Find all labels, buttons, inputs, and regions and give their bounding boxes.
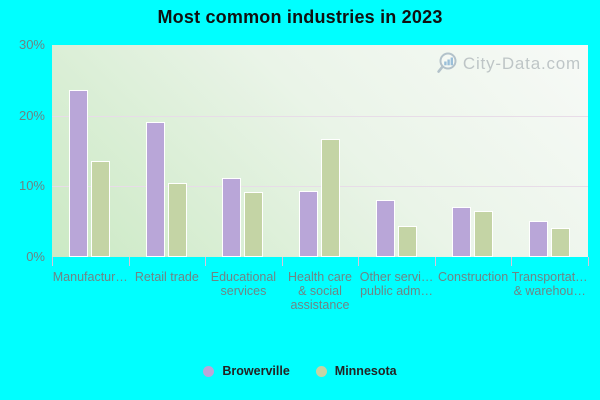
- gridline-10pct: [52, 186, 588, 188]
- x-axis-label-line: Transportat…: [511, 270, 588, 284]
- bar-browerville-4: [375, 200, 395, 257]
- legend-label: Minnesota: [334, 364, 397, 378]
- plot-area: City-Data.com: [52, 45, 588, 257]
- y-axis-label-30pct: 30%: [18, 37, 45, 52]
- chart-title: Most common industries in 2023: [157, 7, 443, 27]
- city-data-logo-icon: [437, 52, 457, 73]
- bar-minnesota-0: [91, 161, 111, 257]
- bar-minnesota-3: [321, 138, 340, 257]
- x-axis-tick-5: [435, 257, 436, 266]
- x-axis-label-line: Retail trade: [134, 270, 199, 284]
- x-axis-label-line: public adm…: [360, 284, 434, 298]
- bar-browerville-6: [528, 220, 548, 257]
- x-axis-label-2: Educational services: [195, 270, 292, 298]
- legend-dot-icon: [203, 365, 215, 377]
- y-axis-label-20pct: 20%: [18, 107, 45, 123]
- x-axis-label-0: Manufactur…: [42, 270, 139, 284]
- legend: Browerville Minnesota: [0, 364, 600, 378]
- x-axis-tick-7: [588, 257, 589, 266]
- x-axis-label-line: & social: [298, 284, 342, 298]
- x-axis-label-line: & warehou…: [513, 284, 586, 298]
- x-axis-label-4: Other servi… public adm…: [348, 270, 445, 298]
- x-axis-label-1: Retail trade: [119, 270, 216, 284]
- x-axis-tick-0: [52, 257, 53, 266]
- legend-label: Browerville: [222, 364, 290, 378]
- x-axis-tick-1: [129, 257, 130, 266]
- gridline-20pct: [52, 115, 588, 117]
- bar-minnesota-2: [244, 191, 264, 257]
- y-axis-label-10pct: 10%: [18, 178, 45, 194]
- bar-browerville-2: [222, 178, 242, 257]
- legend-dot-icon: [315, 365, 327, 377]
- x-axis-label-3: Health care & social assistance: [272, 270, 369, 312]
- bar-minnesota-5: [474, 210, 494, 257]
- legend-item-minnesota: Minnesota: [315, 364, 397, 378]
- bar-browerville-3: [299, 191, 318, 257]
- x-axis-label-5: Construction: [425, 270, 522, 284]
- bar-browerville-5: [452, 206, 472, 257]
- legend-item-browerville: Browerville: [203, 364, 290, 378]
- x-axis-label-line: Other servi…: [359, 270, 434, 284]
- bar-minnesota-6: [550, 228, 570, 257]
- x-axis-tick-2: [205, 257, 206, 266]
- x-axis-label-line: Construction: [438, 270, 509, 284]
- x-axis-tick-6: [511, 257, 512, 266]
- bar-minnesota-1: [167, 182, 187, 257]
- bar-minnesota-4: [397, 225, 417, 257]
- x-axis-label-6: Transportat… & warehou…: [501, 270, 598, 298]
- watermark-text: City-Data.com: [462, 53, 581, 73]
- bar-browerville-0: [69, 89, 89, 257]
- x-axis-tick-4: [358, 257, 359, 266]
- x-axis-label-line: Health care: [288, 270, 352, 284]
- x-axis-tick-3: [282, 257, 283, 266]
- watermark: City-Data.com: [436, 51, 581, 76]
- bar-browerville-1: [145, 121, 165, 257]
- x-axis-label-line: assistance: [290, 298, 350, 312]
- x-axis-label-line: Educational: [210, 270, 277, 284]
- y-axis-label-0pct: 0%: [26, 249, 45, 264]
- x-axis-label-line: Manufactur…: [52, 270, 128, 284]
- x-axis-label-line: services: [220, 284, 267, 298]
